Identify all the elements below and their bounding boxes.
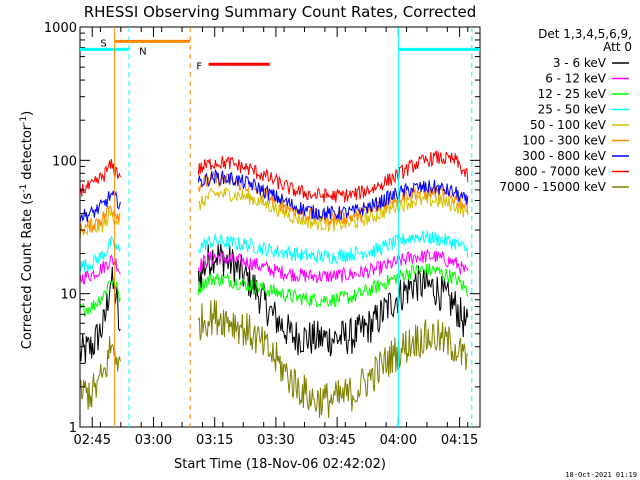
legend-entry-label: 25 - 50 keV <box>538 103 607 117</box>
y-axis-label: Corrected Count Rate (s-1 detector-1) <box>19 111 35 349</box>
series-line <box>79 254 121 285</box>
series-line <box>197 244 469 357</box>
legend-entry-label: 6 - 12 keV <box>545 72 607 86</box>
plot-frame <box>79 26 481 428</box>
series-7000-15000keV <box>79 299 469 419</box>
legend-entry-label: 800 - 7000 keV <box>515 165 607 179</box>
series-300-800keV <box>79 168 469 224</box>
y-axis-label-exp1: -1 <box>19 184 29 193</box>
y-axis-label-base: Corrected Count Rate (s <box>20 193 35 350</box>
y-tick-label: 1 <box>69 421 77 436</box>
x-tick-label: 02:45 <box>74 433 111 448</box>
legend-header: Det 1,3,4,5,6,9, <box>538 27 632 41</box>
flare-label: F <box>196 61 202 72</box>
y-tick-label: 10 <box>60 288 77 303</box>
series-line <box>197 299 469 419</box>
y-tick-label: 1000 <box>44 21 77 36</box>
saa-label: S <box>100 38 106 49</box>
legend-entry-label: 100 - 300 keV <box>522 134 606 148</box>
series-line <box>198 186 469 233</box>
legend-entry-label: 12 - 25 keV <box>538 87 607 101</box>
x-tick-label: 03:00 <box>135 433 172 448</box>
x-tick-label: 03:45 <box>318 433 355 448</box>
series-line <box>79 266 121 364</box>
series-3-6keV <box>79 244 469 364</box>
legend-entry-label: 300 - 800 keV <box>522 149 606 163</box>
series-6-12keV <box>79 248 469 285</box>
y-axis-label-exp2: -1 <box>19 116 29 125</box>
legend-header: Att 0 <box>603 40 632 54</box>
series-line <box>79 204 121 237</box>
series-line <box>197 230 469 264</box>
y-axis-label-end: ) <box>20 111 35 116</box>
series-line <box>197 150 469 203</box>
x-tick-label: 03:15 <box>196 433 233 448</box>
legend-entry-label: 50 - 100 keV <box>530 118 607 132</box>
series-line <box>197 248 469 284</box>
y-tick-label: 100 <box>52 154 77 169</box>
chart-title: RHESSI Observing Summary Count Rates, Co… <box>84 3 477 21</box>
x-tick-label: 04:00 <box>380 433 417 448</box>
footer-timestamp: 18-Oct-2021 01:19 <box>565 471 637 479</box>
night-label: N <box>139 46 146 57</box>
series-25-50keV <box>79 230 469 273</box>
svg-text:Corrected Count Rate (s-1 dete: Corrected Count Rate (s-1 detector-1) <box>19 111 35 349</box>
x-axis-label: Start Time (18-Nov-06 02:42:02) <box>174 457 386 472</box>
series-12-25keV <box>79 263 469 317</box>
series-line <box>79 235 121 273</box>
series-line <box>79 278 121 317</box>
legend-entry-label: 7000 - 15000 keV <box>499 180 606 194</box>
series-line <box>79 190 121 224</box>
plot-area: 1 10 100 1000 02:45 03:00 03:15 03:30 03:45 04:00… <box>44 21 481 448</box>
series-line <box>197 263 469 309</box>
x-tick-label: 04:15 <box>441 433 478 448</box>
series-line <box>79 159 121 197</box>
series-line <box>79 336 121 410</box>
legend: Det 1,3,4,5,6,9,Att 0 3 - 6 keV 6 - 12 keV… <box>499 27 632 194</box>
x-tick-label: 03:30 <box>257 433 294 448</box>
legend-entry-label: 3 - 6 keV <box>553 56 607 70</box>
series-800-7000keV <box>79 150 469 203</box>
y-axis-label-mid: detector <box>20 124 35 184</box>
series-line <box>197 168 469 221</box>
